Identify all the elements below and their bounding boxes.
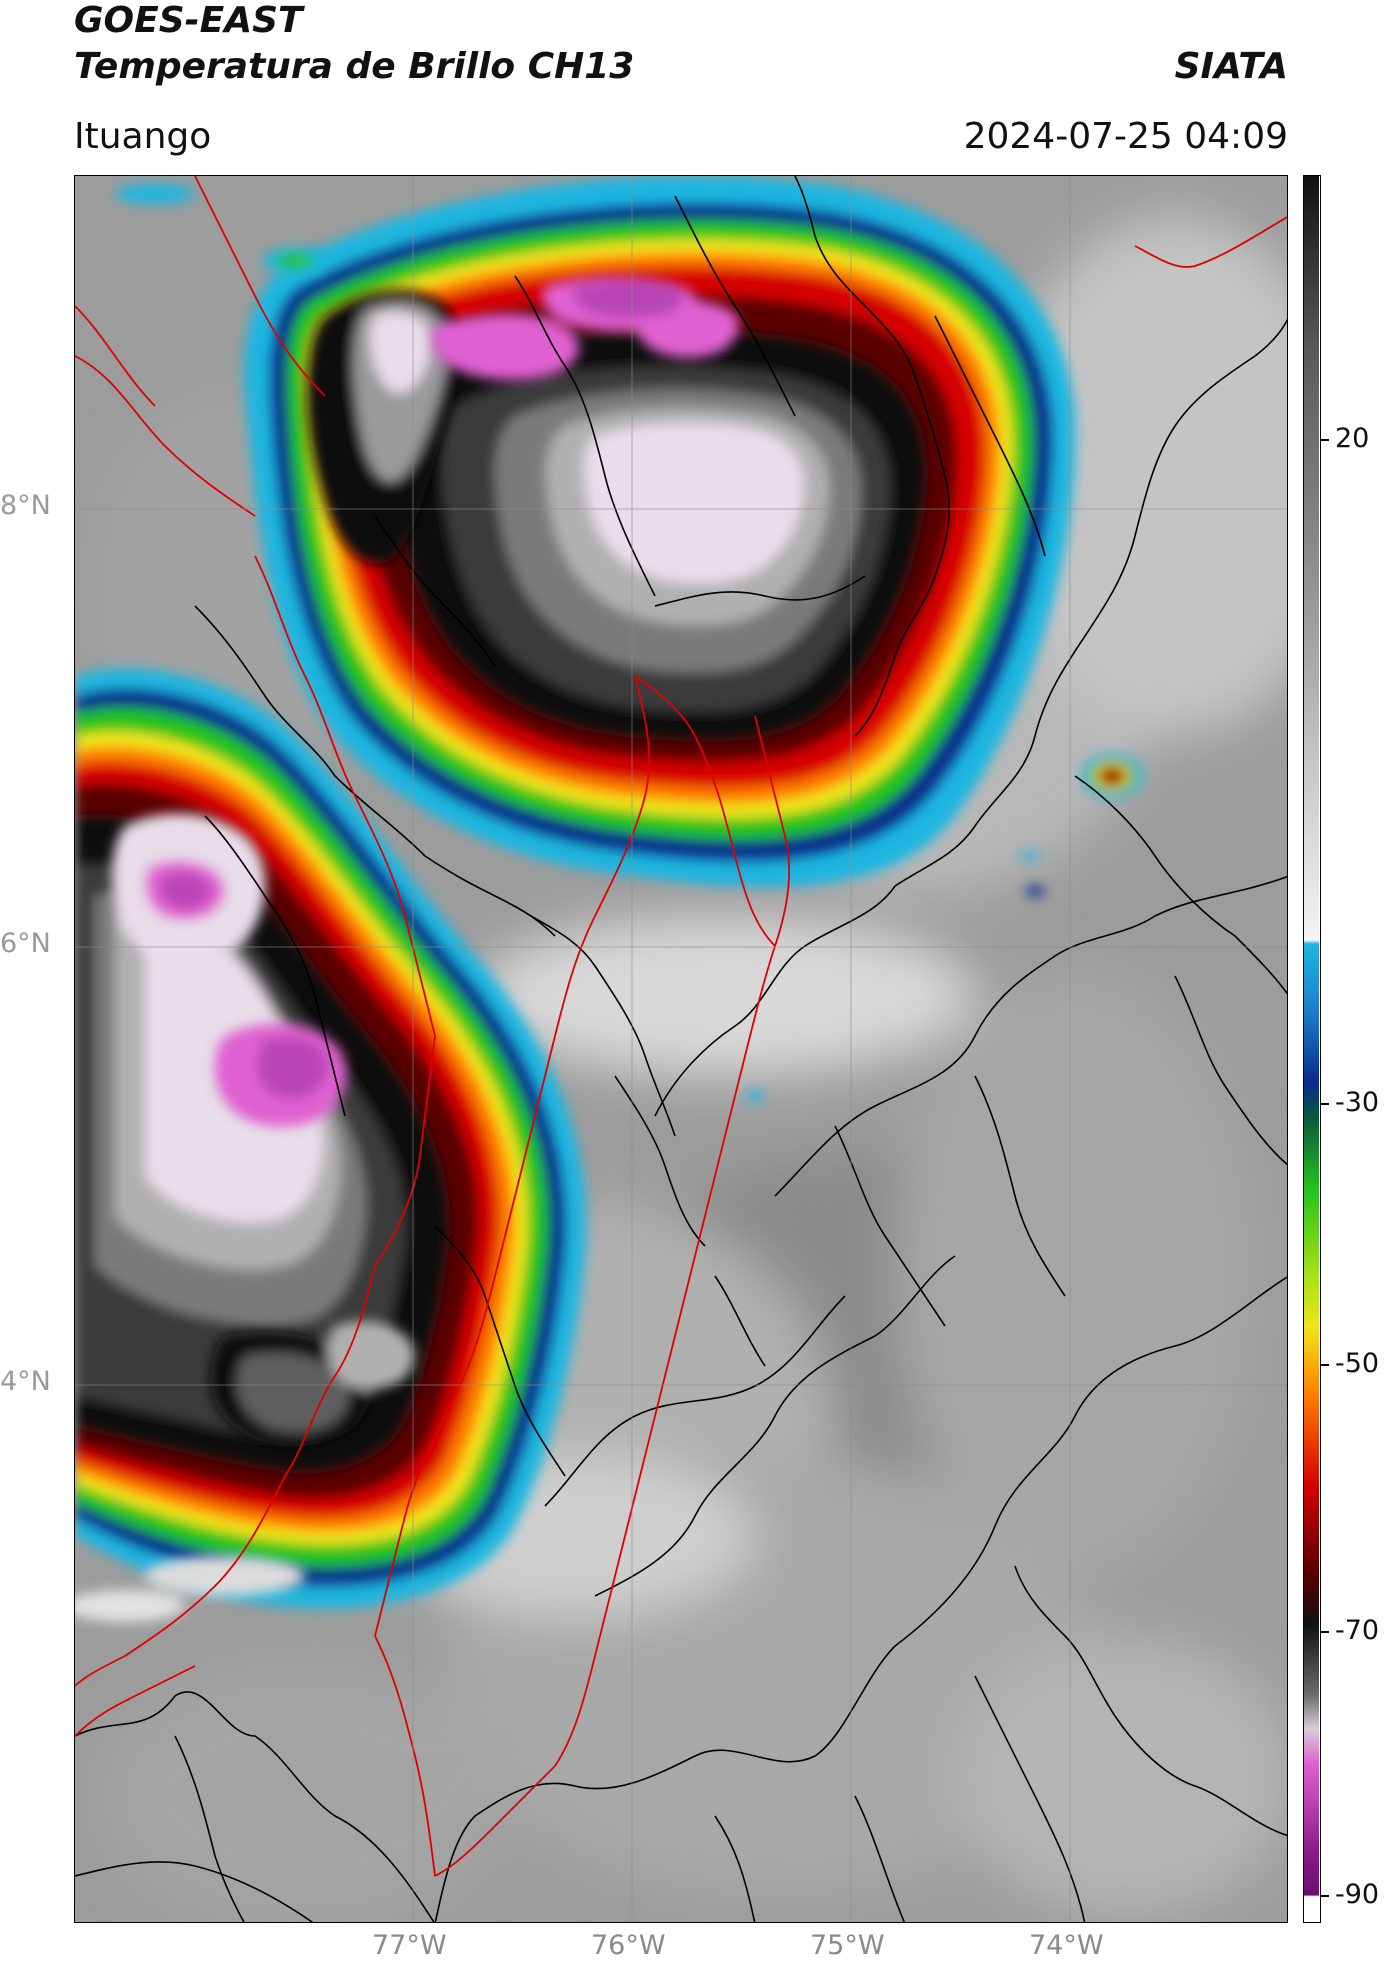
brand-label: SIATA	[1174, 46, 1288, 87]
colorbar-tick-mark	[1321, 1103, 1329, 1105]
colorbar-gradient	[1304, 176, 1319, 1921]
lat-label-6n: 6°N	[0, 928, 51, 959]
background-texture	[95, 216, 1287, 1922]
temperature-colorbar	[1303, 175, 1321, 1923]
colorbar-tick-mark	[1321, 1631, 1329, 1633]
colorbar-tick-mark	[1321, 1895, 1329, 1897]
storm-north-overshoot	[431, 276, 739, 381]
satellite-title: GOES-EAST	[74, 0, 303, 41]
colorbar-label-minus30: -30	[1335, 1087, 1380, 1118]
satellite-map	[74, 175, 1288, 1923]
map-canvas	[75, 176, 1287, 1922]
datetime-label: 2024-07-25 04:09	[963, 116, 1288, 157]
lat-label-4n: 4°N	[0, 1366, 51, 1397]
storm-isolated-cell	[1082, 754, 1142, 798]
storm-north-secondary	[306, 289, 459, 564]
colorbar-tick-mark	[1321, 439, 1329, 441]
gridlines	[75, 176, 1287, 1922]
colorbar-label-minus50: -50	[1335, 1348, 1380, 1379]
lon-label-74w: 74°W	[1029, 1930, 1104, 1961]
lat-label-8n: 8°N	[0, 490, 51, 521]
lon-label-77w: 77°W	[372, 1930, 447, 1961]
department-borders	[75, 176, 1287, 1922]
lon-label-76w: 76°W	[591, 1930, 666, 1961]
colorbar-label-minus90: -90	[1335, 1879, 1380, 1910]
lon-label-75w: 75°W	[810, 1930, 885, 1961]
region-label: Ituango	[74, 116, 212, 157]
storm-south-top	[112, 813, 415, 1446]
product-title: Temperatura de Brillo CH13	[74, 46, 635, 87]
colorbar-tick-mark	[1321, 1364, 1329, 1366]
colorbar-label-minus70: -70	[1335, 1615, 1380, 1646]
colorbar-label-20: 20	[1335, 423, 1370, 454]
municipality-borders	[75, 176, 1287, 1877]
